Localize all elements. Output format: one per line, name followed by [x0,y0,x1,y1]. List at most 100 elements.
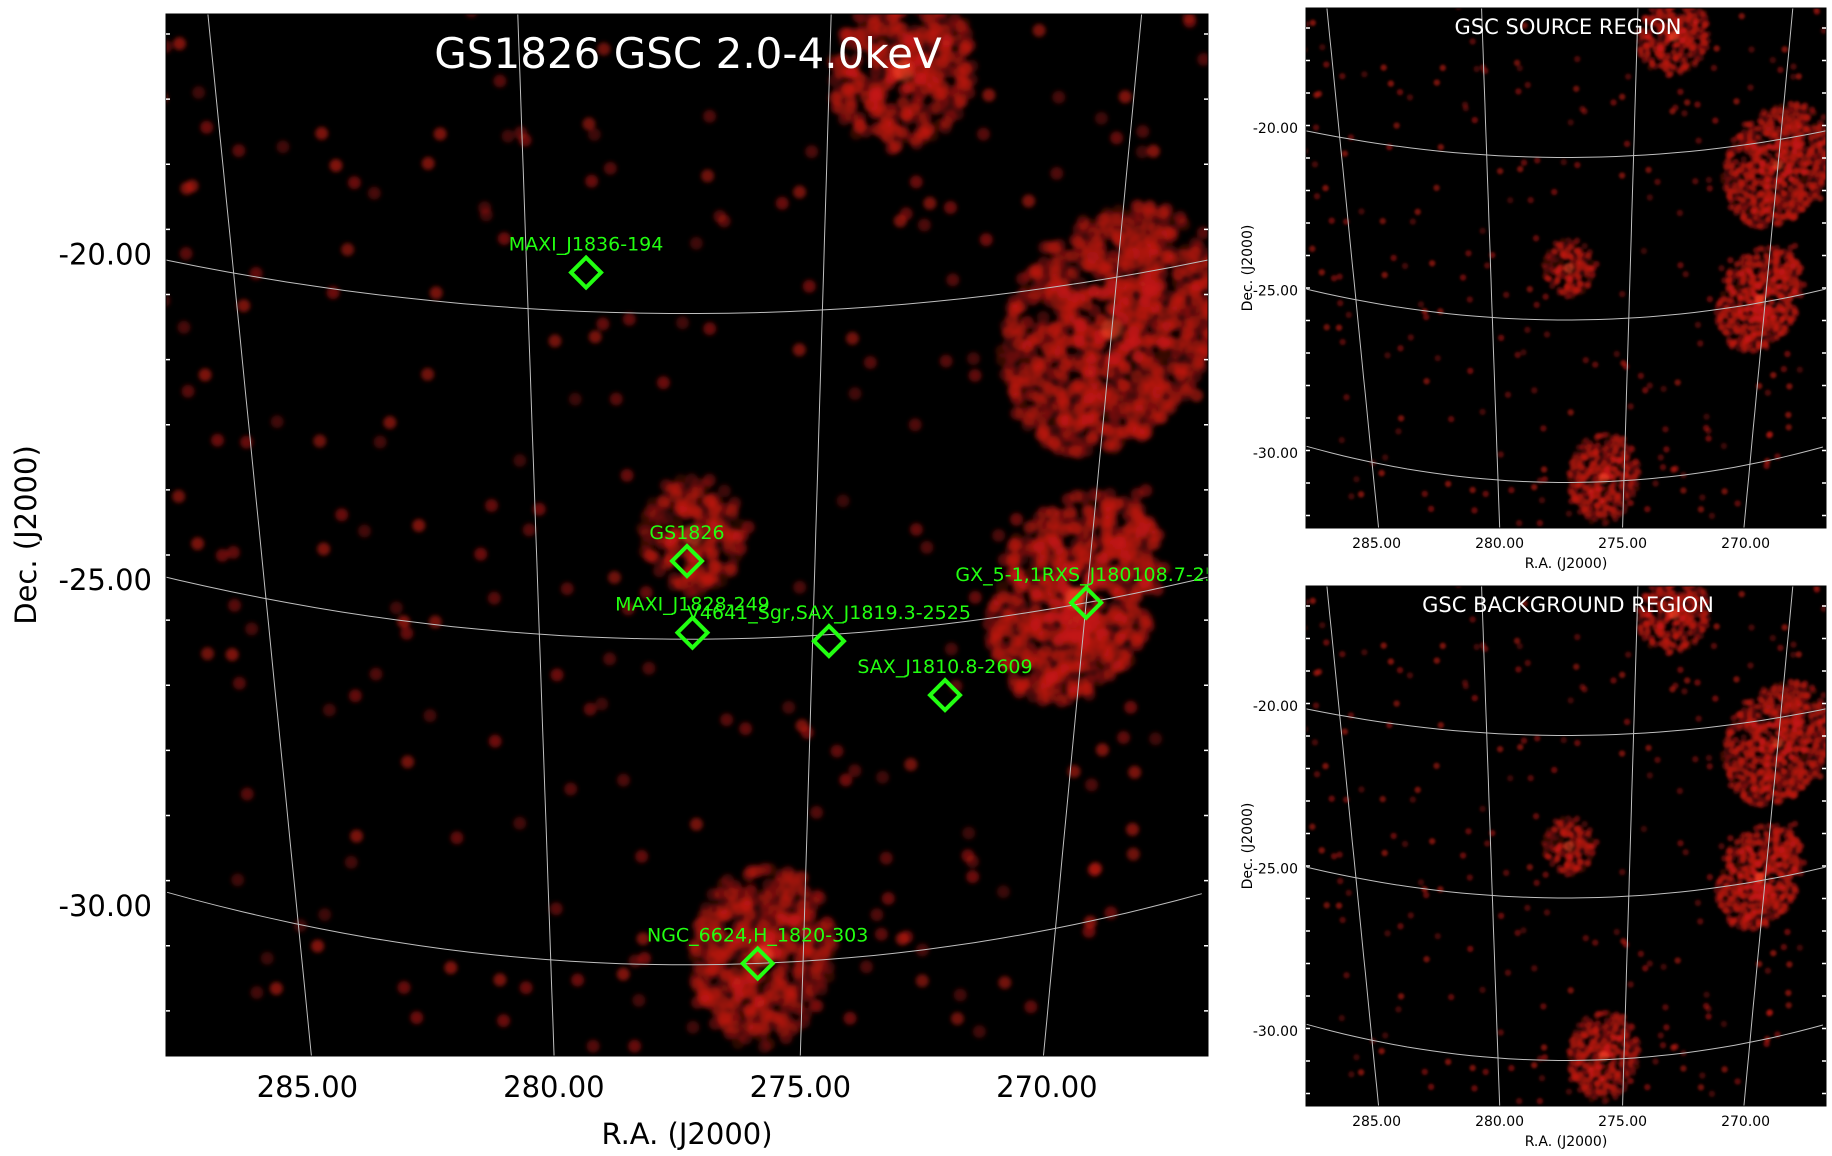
emission-cell [725,503,739,517]
emission-cell [1741,134,1748,141]
photon [874,927,888,941]
emission-cell [1686,51,1693,59]
emission-cell [1110,216,1124,230]
photon [1034,395,1048,409]
emission-cell [1549,282,1556,290]
emission-cell [1740,253,1748,261]
emission-cell [1689,0,1695,6]
main-chart: MAXI_J1836-194GS1826MAXI_J1828-249V4641_… [9,0,1224,1151]
photon [968,368,982,382]
emission-cell [1135,512,1149,526]
emission-cell [1737,306,1744,313]
photon [400,626,414,640]
photon [1479,408,1486,416]
emission-cell [1768,315,1776,322]
emission-cell [954,91,968,105]
emission-cell [1587,266,1594,273]
photon [245,622,259,636]
emission-cell [776,1024,790,1038]
photon [621,602,635,616]
emission-cell [1120,567,1134,581]
emission-cell [1011,593,1025,607]
photon [1777,66,1784,74]
source-markers: MAXI_J1836-194GS1826MAXI_J1828-249V4641_… [509,234,1208,982]
photon [568,392,582,406]
emission-cell [1179,318,1193,332]
emission-cell [1189,292,1203,306]
emission-cell [1037,573,1051,587]
photon [686,1020,700,1034]
emission-cell [1749,207,1757,215]
emission-cell [944,110,958,124]
emission-cell [1758,219,1765,226]
photon [839,773,853,787]
emission-cell [1595,491,1602,499]
emission-cell [821,960,835,974]
emission-cell [1661,64,1668,72]
emission-cell [1724,323,1731,331]
emission-cell [1084,379,1098,393]
emission-cell [1623,494,1630,501]
photon [1593,260,1600,268]
photon [830,744,844,758]
emission-cell [1049,321,1063,335]
photon [1312,124,1320,131]
emission-cell [1168,318,1182,332]
emission-cell [1191,357,1205,371]
photon [1459,274,1467,281]
source-region-panel: 285.00 280.00 275.00 270.00 -20.00 -25.00 -30.… [1230,0,1832,578]
emission-cell [1581,262,1588,270]
photon [1296,80,1302,86]
photon [1095,743,1109,757]
emission-cell [1657,29,1664,36]
emission-cell [1666,0,1672,6]
emission-cell [1151,386,1165,400]
photon [972,1025,986,1039]
emission-cell [1728,151,1736,158]
emission-cell [1138,615,1152,629]
emission-cell [1002,326,1016,340]
emission-cell [896,96,910,110]
emission-cell [917,128,931,142]
emission-cell [1788,122,1796,129]
emission-cell [1789,154,1796,161]
photon [513,454,527,468]
emission-cell [1789,256,1797,264]
emission-cell [1743,296,1750,303]
emission-cell [1809,190,1816,198]
plot-frame [165,13,1209,1057]
emission-cell [1148,536,1162,550]
emission-cell [1575,266,1583,273]
emission-cell [1015,634,1029,648]
emission-cell [1103,264,1117,278]
photon [317,542,331,556]
emission-cell [1686,11,1693,19]
emission-cell [1031,322,1045,336]
emission-cell [868,87,882,101]
emission-cell [1554,274,1561,281]
emission-cell [1120,594,1134,608]
emission-cell [1038,266,1052,280]
emission-cell [1794,166,1801,174]
emission-cell [1098,560,1112,574]
emission-cell [882,77,896,91]
emission-cell [733,543,747,557]
emission-cell [1827,142,1832,148]
emission-cell [837,27,851,41]
emission-cell [1807,173,1814,181]
photon [795,719,809,733]
emission-core [1598,473,1609,484]
photon [1455,8,1462,10]
photon [1136,124,1150,138]
emission-cell [1757,322,1764,330]
photon [1406,94,1414,101]
photon [1642,387,1649,394]
photon [1827,155,1832,161]
emission-cell [1211,263,1224,276]
emission-cell [669,485,683,499]
emission-cell [877,0,890,11]
photon [1720,442,1728,450]
emission-cell [1729,200,1737,208]
photon [1211,308,1224,321]
photon [1418,0,1424,4]
